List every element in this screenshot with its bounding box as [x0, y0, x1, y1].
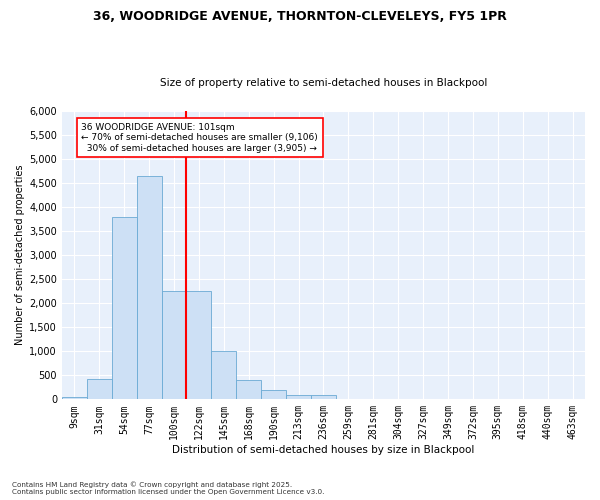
- Bar: [112, 216, 137, 400]
- Bar: [87, 378, 112, 400]
- Bar: [137, 176, 161, 400]
- Bar: [62, 397, 87, 400]
- Bar: [161, 291, 187, 400]
- Text: Contains HM Land Registry data © Crown copyright and database right 2025.
Contai: Contains HM Land Registry data © Crown c…: [12, 482, 325, 495]
- Bar: [286, 394, 311, 400]
- Title: Size of property relative to semi-detached houses in Blackpool: Size of property relative to semi-detach…: [160, 78, 487, 88]
- Bar: [236, 380, 261, 400]
- Bar: [211, 352, 236, 400]
- Text: 36, WOODRIDGE AVENUE, THORNTON-CLEVELEYS, FY5 1PR: 36, WOODRIDGE AVENUE, THORNTON-CLEVELEYS…: [93, 10, 507, 23]
- Bar: [187, 291, 211, 400]
- Y-axis label: Number of semi-detached properties: Number of semi-detached properties: [15, 165, 25, 346]
- Bar: [261, 390, 286, 400]
- X-axis label: Distribution of semi-detached houses by size in Blackpool: Distribution of semi-detached houses by …: [172, 445, 475, 455]
- Text: 36 WOODRIDGE AVENUE: 101sqm
← 70% of semi-detached houses are smaller (9,106)
  : 36 WOODRIDGE AVENUE: 101sqm ← 70% of sem…: [82, 123, 318, 153]
- Bar: [311, 394, 336, 400]
